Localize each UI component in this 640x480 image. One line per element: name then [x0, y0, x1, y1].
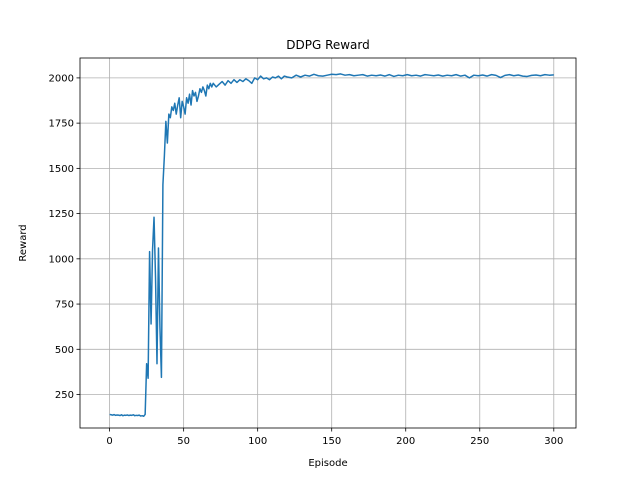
y-tick-label: 1750 — [49, 119, 74, 130]
axes-frame — [79, 57, 577, 429]
x-axis: 0 50 100 150 200 250 300 — [106, 428, 563, 447]
y-tick-label: 1000 — [49, 254, 74, 265]
x-tick-label: 100 — [248, 436, 267, 447]
y-tick-label: 750 — [55, 300, 74, 311]
y-tick-label: 1250 — [49, 209, 74, 220]
y-tick-label: 2000 — [49, 73, 74, 84]
reward-line — [109, 73, 554, 417]
y-tick-label: 500 — [55, 345, 74, 356]
x-axis-label: Episode — [308, 458, 347, 469]
y-tick-label: 1500 — [49, 164, 74, 175]
x-tick-label: 200 — [396, 436, 415, 447]
y-axis-label: Reward — [18, 224, 29, 261]
x-tick-label: 250 — [470, 436, 489, 447]
x-tick-label: 0 — [106, 436, 112, 447]
x-tick-label: 150 — [322, 436, 341, 447]
chart-title: DDPG Reward — [286, 38, 370, 52]
x-tick-label: 300 — [544, 436, 563, 447]
y-tick-label: 250 — [55, 390, 74, 401]
x-tick-label: 50 — [177, 436, 190, 447]
y-axis: 250 500 750 1000 1250 1500 1750 2000 — [49, 73, 80, 401]
plot-area — [109, 73, 554, 417]
